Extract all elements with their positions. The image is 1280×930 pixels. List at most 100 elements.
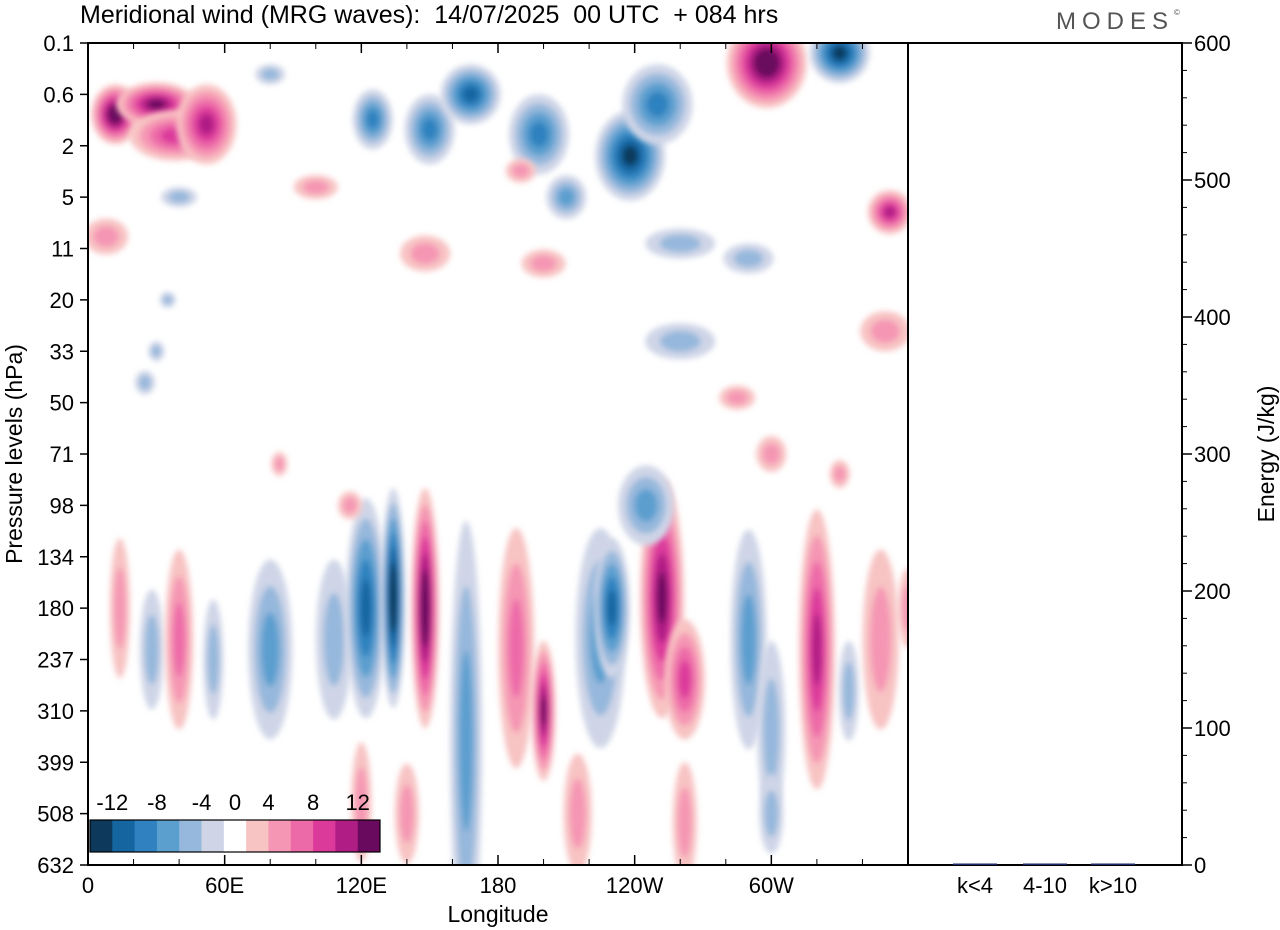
x-tick-label: 60E (205, 873, 244, 898)
mrg-wave-anomaly (109, 538, 130, 679)
colorbar-label: -8 (147, 790, 167, 815)
x-tick-label: 180 (480, 873, 517, 898)
colorbar-label: 8 (307, 790, 319, 815)
x-tick-label: 120W (606, 873, 664, 898)
energy-bar (953, 863, 997, 865)
mrg-wave-anomaly (381, 488, 406, 709)
x-axis-title: Longitude (447, 901, 548, 927)
energy-tick-label: 500 (1194, 168, 1231, 193)
colorbar-segment (268, 820, 292, 852)
colorbar-segment (357, 820, 381, 852)
colorbar-segment (112, 820, 136, 852)
energy-tick-label: 100 (1194, 716, 1231, 741)
mrg-wave-anomaly (203, 599, 224, 720)
upper-anomaly (521, 249, 566, 278)
mrg-wave-anomaly (757, 640, 786, 821)
colorbar-segment (134, 820, 158, 852)
mrg-wave-anomaly (593, 538, 630, 679)
y-tick-label: 399 (37, 750, 74, 775)
mrg-wave-anomaly (672, 762, 697, 865)
logo-text: MODES (1056, 8, 1175, 35)
upper-anomaly (860, 311, 908, 352)
mrg-wave-anomaly (345, 498, 386, 719)
mrg-wave-anomaly (719, 385, 756, 410)
y-tick-label: 33 (50, 339, 74, 364)
y-tick-label: 5 (62, 185, 74, 210)
y-tick-label: 98 (50, 493, 74, 518)
upper-anomaly (867, 190, 908, 235)
y-tick-label: 237 (37, 648, 74, 673)
colorbar-segment (90, 820, 113, 852)
upper-anomaly (809, 43, 870, 83)
x-tick-label: 120E (336, 873, 387, 898)
colorbar-segment (179, 820, 203, 852)
y-tick-label: 632 (37, 853, 74, 878)
upper-anomaly (161, 187, 198, 208)
colorbar-segment (156, 820, 180, 852)
energy-bar (1091, 863, 1135, 865)
y-tick-label: 20 (50, 288, 74, 313)
y-tick-label: 2 (62, 134, 74, 159)
upper-anomaly (404, 94, 455, 165)
x-tick-label: 60W (749, 873, 794, 898)
upper-anomaly (645, 323, 716, 360)
upper-anomaly (255, 64, 286, 85)
mrg-wave-anomaly (563, 753, 592, 865)
colorbar-label: 4 (262, 790, 274, 815)
mrg-wave-anomaly (730, 529, 767, 750)
wind-field (88, 43, 908, 865)
upper-anomaly (546, 175, 587, 220)
mrg-wave-anomaly (531, 640, 556, 781)
mrg-wave-anomaly (134, 370, 155, 395)
mrg-wave-anomaly (618, 465, 675, 546)
upper-anomaly (595, 110, 666, 201)
upper-anomaly (88, 218, 129, 255)
y-tick-label: 0.6 (43, 82, 74, 107)
modes-logo: MODES© (1056, 8, 1180, 35)
energy-category-label: k<4 (957, 873, 993, 898)
upper-anomaly (440, 64, 501, 125)
energy-category-label: 4-10 (1023, 873, 1067, 898)
y-tick-label: 134 (37, 545, 74, 570)
mrg-wave-anomaly (759, 773, 784, 854)
mrg-wave-anomaly (159, 291, 176, 308)
colorbar-label: 0 (229, 790, 241, 815)
upper-anomaly (509, 94, 569, 175)
x-tick-label: 0 (82, 873, 94, 898)
colorbar-label: 12 (345, 790, 369, 815)
energy-tick-label: 400 (1194, 305, 1231, 330)
mrg-wave-anomaly (829, 460, 850, 488)
upper-anomaly (723, 243, 774, 274)
chart-title: Meridional wind (MRG waves): 14/07/2025 … (80, 1, 779, 29)
mrg-wave-anomaly (664, 619, 705, 740)
axes: 0 60E 120E 180 120W 60W 0.1 0.6 2 5 11 20 33 50 71 98 13… (37, 31, 863, 898)
upper-anomaly (645, 228, 716, 259)
mrg-wave-anomaly (838, 640, 859, 741)
colorbar-label: -4 (192, 790, 212, 815)
mrg-wave-anomaly (450, 520, 483, 865)
y-tick-label: 50 (50, 391, 74, 416)
upper-anomaly (400, 235, 451, 272)
y-tick-label: 310 (37, 699, 74, 724)
mrg-wave-anomaly (165, 549, 194, 730)
energy-category-label: k>10 (1089, 873, 1137, 898)
mrg-wave-anomaly (798, 509, 835, 790)
mrg-wave-anomaly (411, 488, 440, 729)
mrg-wave-anomaly (337, 491, 362, 520)
colorbar-label: -12 (96, 790, 128, 815)
colorbar-segment (335, 820, 359, 852)
upper-anomaly (176, 84, 237, 165)
mrg-wave-anomaly (498, 528, 535, 769)
y-tick-label: 508 (37, 802, 74, 827)
y-tick-label: 180 (37, 596, 74, 621)
y-axis-title: Pressure levels (hPa) (1, 344, 27, 564)
mrg-wave-anomaly (248, 559, 293, 740)
colorbar-segment (246, 820, 269, 852)
colorbar-segment (223, 820, 247, 852)
energy-bars: 0 100 200 300 400 500 600 k<4 4-10 k>10 (953, 31, 1231, 898)
upper-anomaly (726, 43, 807, 108)
mrg-wave-anomaly (271, 452, 288, 476)
mrg-wave-anomaly (139, 589, 164, 710)
upper-anomaly (352, 89, 393, 150)
